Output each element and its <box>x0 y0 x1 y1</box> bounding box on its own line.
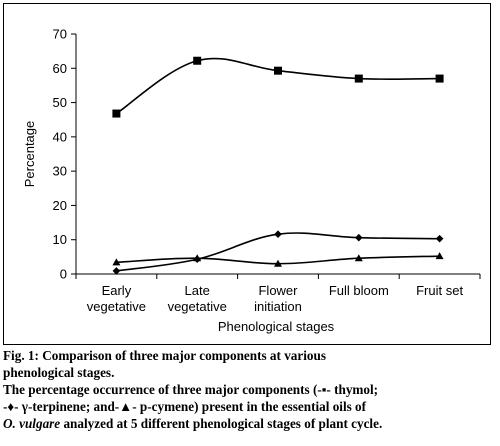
caption-desc-line-3: O. vulgare analyzed at 5 different pheno… <box>3 415 493 432</box>
figure-caption: Fig. 1: Comparison of three major compon… <box>3 347 493 432</box>
caption-fig-label: Fig. 1: <box>3 348 43 363</box>
x-tick-label: vegetative <box>87 299 146 314</box>
data-point-triangle <box>193 254 202 262</box>
caption-desc-line-1: The percentage occurrence of three major… <box>3 382 379 397</box>
x-tick-label: initiation <box>254 299 302 314</box>
x-axis-title: Phenological stages <box>218 319 335 334</box>
caption-species-name: O. vulgare <box>3 416 61 431</box>
data-point-diamond <box>435 234 444 243</box>
caption-desc-line-3-text: analyzed at 5 different phenological sta… <box>60 416 383 431</box>
x-tick-label: vegetative <box>168 299 227 314</box>
data-point-square <box>354 74 363 83</box>
caption-title-text: Comparison of three major components at … <box>42 348 326 363</box>
chart-frame: 0 10 20 30 40 50 60 70 Early vegetative Late vegeta… <box>3 3 491 345</box>
caption-desc-line-2: -♦- γ-terpinene; and-▲- p-cymene) presen… <box>3 399 367 414</box>
data-point-triangle <box>112 258 121 266</box>
y-axis-title: Percentage <box>22 121 37 188</box>
y-tick-label: 30 <box>53 164 67 179</box>
y-tick-label: 50 <box>53 95 67 110</box>
y-tick-label: 10 <box>53 232 67 247</box>
y-tick-label: 70 <box>53 27 67 42</box>
data-point-square <box>112 109 121 118</box>
y-tick-label: 40 <box>53 129 67 144</box>
data-point-square <box>274 66 282 75</box>
data-point-diamond <box>112 267 121 275</box>
y-tick-label: 20 <box>53 198 67 213</box>
caption-title-line-2: phenological stages. <box>3 365 115 380</box>
caption-title-line-1: Fig. 1: Comparison of three major compon… <box>3 347 493 364</box>
x-tick-label: Full bloom <box>329 283 389 298</box>
x-tick-label: Late <box>185 283 210 298</box>
x-tick-label: Fruit set <box>416 283 463 298</box>
data-point-diamond <box>355 233 363 242</box>
data-point-diamond <box>274 230 282 239</box>
x-tick-label: Early <box>102 283 132 298</box>
data-point-square <box>435 74 444 83</box>
data-point-triangle <box>274 259 282 267</box>
y-tick-label: 60 <box>53 61 67 76</box>
data-point-triangle <box>435 252 444 260</box>
data-point-triangle <box>354 254 363 262</box>
data-point-square <box>193 56 202 65</box>
x-tick-label: Flower <box>258 283 298 298</box>
y-tick-label: 0 <box>60 267 67 282</box>
line-chart: 010203040506070EarlyvegetativeLatevegeta… <box>22 27 481 334</box>
